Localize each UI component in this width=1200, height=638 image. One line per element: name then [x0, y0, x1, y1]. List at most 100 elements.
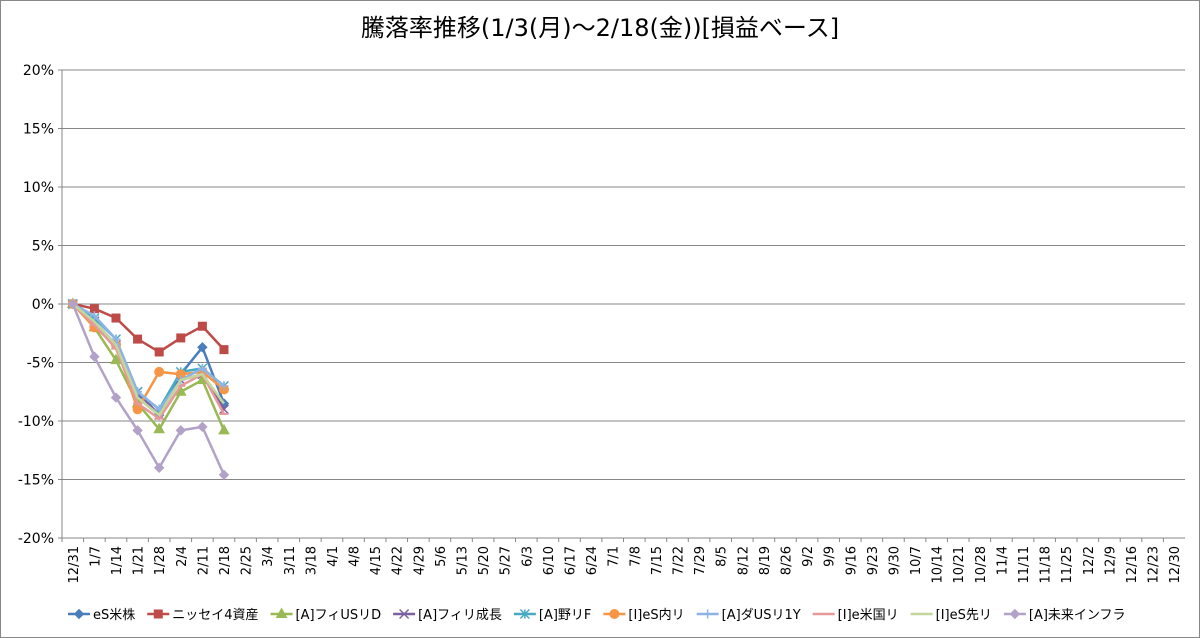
x-tick-label: 5/20 [477, 546, 492, 575]
y-tick-label: -20% [18, 531, 54, 547]
marker [73, 608, 85, 620]
legend-label: ニッセイ4資産 [172, 607, 258, 623]
x-tick-label: 9/2 [801, 546, 816, 567]
marker [154, 366, 165, 377]
marker [1009, 608, 1021, 620]
x-tick-label: 8/19 [758, 546, 773, 575]
legend-item: [A]ダUSリ1Y [696, 608, 801, 623]
marker [111, 313, 121, 323]
marker [218, 423, 230, 435]
x-tick-label: 2/18 [218, 546, 233, 575]
x-tick-label: 1/7 [88, 546, 103, 567]
legend-item: ニッセイ4資産 [147, 607, 259, 623]
x-tick-label: 7/1 [607, 546, 622, 567]
marker [219, 345, 229, 355]
marker [153, 462, 165, 474]
x-tick-label: 4/15 [369, 546, 384, 575]
x-tick-label: 7/15 [650, 546, 665, 575]
x-tick-label: 9/9 [823, 546, 838, 567]
x-tick-label: 12/9 [1103, 546, 1118, 575]
x-tick-label: 9/23 [866, 546, 881, 575]
x-tick-label: 2/25 [240, 546, 255, 575]
x-tick-label: 10/28 [974, 546, 989, 583]
x-tick-label: 2/11 [196, 546, 211, 575]
legend-label: [I]e米国リ [838, 608, 899, 623]
x-tick-label: 4/22 [391, 546, 406, 575]
marker [89, 351, 100, 362]
legend-item: [A]未来インフラ [1003, 608, 1126, 623]
x-tick-label: 6/17 [564, 546, 579, 575]
x-tick-label: 2/4 [175, 546, 190, 567]
x-tick-label: 1/14 [110, 546, 125, 575]
x-tick-label: 3/18 [304, 546, 319, 575]
x-tick-label: 6/3 [520, 546, 535, 567]
y-tick-label: -10% [18, 414, 54, 430]
x-tick-label: 7/22 [671, 546, 686, 575]
y-tick-label: 5% [32, 239, 54, 255]
marker [133, 334, 143, 344]
marker [197, 421, 208, 433]
x-tick-label: 8/5 [715, 546, 730, 567]
x-tick-label: 12/30 [1168, 546, 1183, 583]
legend-label: [A]フィUSリD [296, 608, 382, 623]
legend-label: [A]ダUSリ1Y [722, 608, 801, 623]
marker [609, 609, 620, 619]
x-tick-label: 10/7 [909, 546, 924, 575]
marker [132, 425, 143, 436]
marker [176, 333, 186, 343]
chart-title: 騰落率推移(1/3(月)～2/18(金))[損益ベース] [361, 14, 839, 42]
marker [219, 381, 229, 391]
x-tick-label: 7/29 [693, 546, 708, 575]
y-tick-label: 0% [32, 297, 54, 313]
legend-item: [A]野リF [513, 608, 592, 623]
x-tick-label: 10/14 [931, 546, 946, 583]
marker [110, 392, 122, 403]
x-tick-label: 5/6 [434, 546, 449, 567]
legend-item: [I]e米国リ [812, 608, 899, 623]
x-tick-label: 8/12 [736, 546, 751, 575]
x-tick-label: 6/24 [585, 546, 600, 575]
x-tick-label: 11/4 [995, 546, 1010, 575]
marker [67, 298, 79, 310]
x-tick-label: 11/25 [1060, 546, 1075, 583]
marker [399, 608, 410, 620]
x-tick-label: 12/16 [1125, 546, 1140, 583]
x-tick-label: 7/8 [628, 546, 643, 567]
legend-item: eS米株 [68, 608, 135, 623]
marker [89, 311, 99, 321]
x-tick-label: 1/28 [153, 546, 168, 575]
x-tick-label: 12/23 [1147, 546, 1162, 583]
marker [703, 609, 713, 619]
marker [197, 363, 207, 373]
legend-item: [A]フィUSリD [270, 607, 382, 623]
marker [275, 607, 288, 618]
y-tick-label: 20% [23, 63, 54, 79]
x-tick-label: 5/27 [499, 546, 514, 575]
marker [197, 321, 207, 331]
x-tick-label: 11/18 [1039, 546, 1054, 583]
marker [197, 342, 208, 353]
series-line [72, 303, 225, 417]
y-tick-label: -15% [18, 473, 54, 489]
legend-label: [I]eS内リ [628, 607, 684, 623]
x-tick-label: 3/4 [261, 546, 276, 567]
legend-item: [A]フィリ成長 [393, 608, 502, 623]
legend-label: [A]フィリ成長 [418, 608, 502, 623]
y-tick-label: 10% [23, 180, 54, 196]
legend-label: [A]野リF [539, 608, 592, 623]
x-tick-label: 12/2 [1082, 546, 1097, 575]
x-tick-label: 6/10 [542, 546, 557, 575]
marker [110, 353, 122, 365]
x-tick-label: 11/11 [1017, 546, 1032, 583]
x-tick-label: 5/13 [456, 546, 471, 575]
x-tick-label: 1/21 [132, 546, 147, 575]
y-tick-label: 15% [23, 122, 54, 138]
legend-label: [I]eS先リ [936, 608, 992, 623]
marker [111, 334, 121, 344]
marker [218, 469, 230, 481]
x-tick-label: 8/26 [779, 546, 794, 575]
x-tick-label: 4/1 [326, 546, 341, 567]
